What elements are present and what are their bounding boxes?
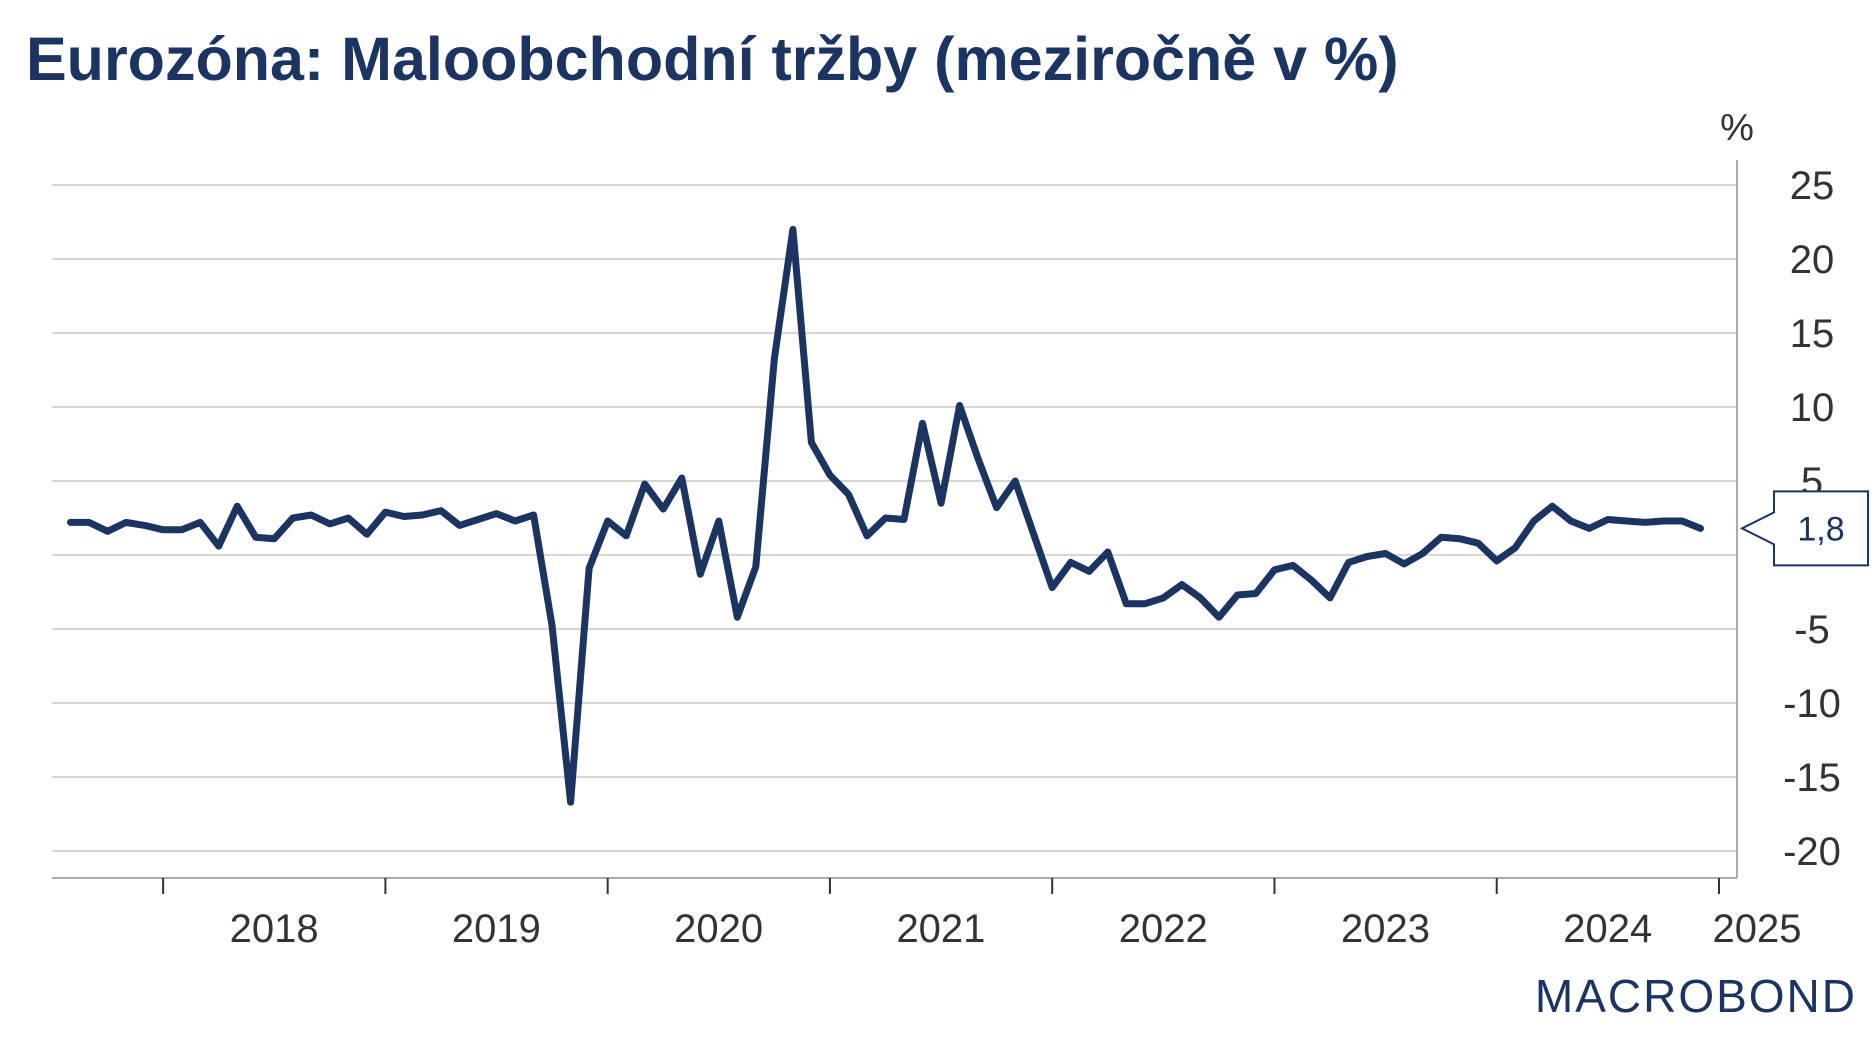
x-axis-tick-labels: 2018 2019 2020 2021 2022 2023 2024 2025: [230, 907, 1802, 951]
x-tick-label: 2025: [1713, 907, 1802, 951]
callout-box: [1739, 490, 1869, 567]
y-tick-label: 25: [1790, 164, 1835, 208]
y-tick-label: -15: [1783, 756, 1841, 800]
y-tick-label: -20: [1783, 830, 1841, 874]
gridlines: [52, 184, 1737, 852]
y-tick-label: 10: [1790, 386, 1835, 430]
last-value-label: 1,8: [1797, 510, 1844, 548]
x-tick-label: 2023: [1341, 907, 1430, 951]
series-line: [67, 225, 1704, 806]
y-tick-label: -10: [1783, 682, 1841, 726]
y-tick-label: -5: [1794, 608, 1830, 652]
y-axis-unit-label: %: [1720, 107, 1754, 149]
x-tick-label: 2021: [896, 907, 985, 951]
x-tick-label: 2020: [674, 907, 763, 951]
x-tick-label: 2022: [1119, 907, 1208, 951]
macrobond-logo: MACROBOND: [1534, 970, 1857, 1022]
last-value-callout: 1,8: [1739, 490, 1869, 567]
chart-title: Eurozóna: Maloobchodní tržby (meziročně …: [26, 25, 1399, 93]
x-tick-label: 2019: [452, 907, 541, 951]
y-tick-label: 15: [1790, 312, 1835, 356]
y-tick-label: 20: [1790, 238, 1835, 282]
axes: [52, 160, 1738, 894]
x-tick-label: 2018: [230, 907, 319, 951]
x-tick-label: 2024: [1563, 907, 1652, 951]
